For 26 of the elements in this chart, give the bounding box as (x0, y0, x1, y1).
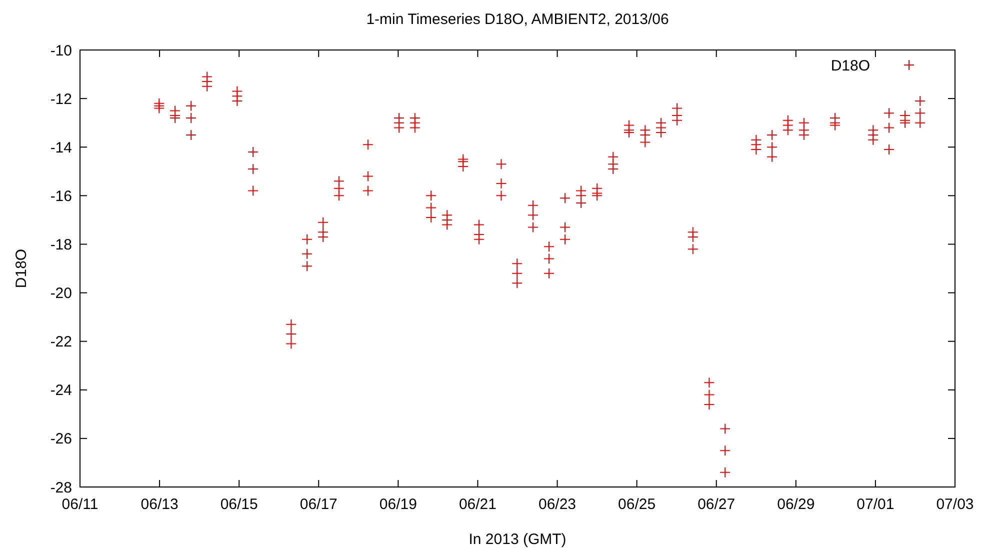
x-tick-label: 06/27 (698, 496, 736, 513)
x-tick-label: 06/29 (777, 496, 815, 513)
x-tick-label: 06/19 (379, 496, 417, 513)
y-tick-label: -10 (50, 42, 72, 60)
y-tick-label: -16 (50, 188, 72, 205)
x-tick-label: 06/13 (140, 496, 178, 513)
x-tick-label: 06/23 (538, 496, 576, 513)
y-tick-label: -22 (50, 334, 72, 351)
legend-label: D18O (830, 57, 870, 74)
x-axis-title: In 2013 (GMT) (468, 531, 566, 548)
x-tick-label: 06/17 (300, 496, 338, 513)
y-tick-label: -12 (50, 90, 72, 108)
x-tick-label: 07/01 (856, 496, 894, 513)
x-tick-label: 06/15 (220, 496, 258, 513)
y-tick-label: -26 (50, 430, 72, 448)
x-tick-label: 06/21 (458, 496, 496, 513)
y-tick-label: -20 (50, 285, 72, 302)
x-tick-label: 07/03 (936, 496, 974, 513)
x-tick-label: 06/11 (62, 496, 98, 513)
x-tick-label: 06/25 (618, 496, 656, 513)
chart-title: 1-min Timeseries D18O, AMBIENT2, 2013/06 (366, 11, 669, 28)
y-tick-label: -18 (50, 236, 72, 254)
y-tick-label: -24 (50, 382, 72, 400)
y-tick-label: -28 (50, 479, 72, 496)
y-tick-label: -14 (50, 139, 72, 156)
y-axis-title: D18O (13, 248, 30, 288)
